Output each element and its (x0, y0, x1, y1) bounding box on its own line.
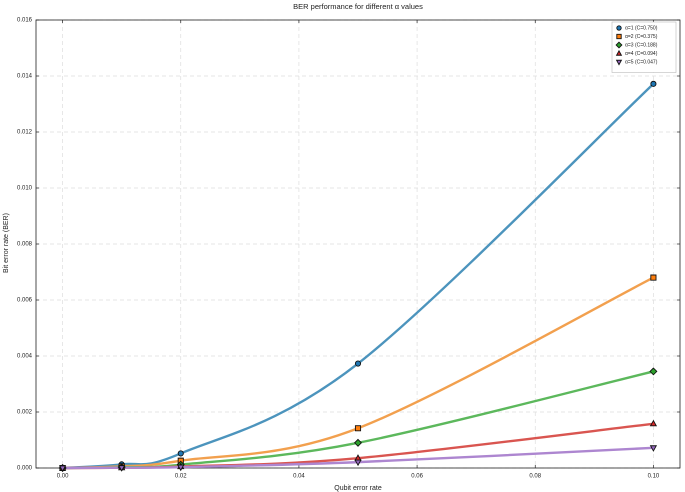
marker (354, 425, 362, 432)
y-tick-label: 0.014 (17, 74, 33, 80)
series-line (62, 370, 654, 470)
legend-box (611, 21, 677, 73)
marker (615, 49, 623, 56)
legend-label: α=4 (C=0.094) (625, 51, 658, 57)
x-tick-label: 0.02 (175, 474, 187, 480)
y-tick-label: 0.012 (17, 130, 33, 136)
marker (615, 41, 623, 49)
y-tick-label: 0.006 (17, 298, 33, 304)
marker (650, 274, 657, 281)
x-tick-label: 0.06 (411, 474, 423, 480)
marker (649, 445, 658, 452)
x-tick-label: 0.00 (57, 474, 69, 480)
marker (649, 367, 658, 376)
series-line (62, 82, 655, 470)
marker (353, 438, 363, 447)
marker (354, 459, 362, 467)
marker (177, 464, 185, 472)
plot-frame (35, 19, 681, 469)
y-tick-label: 0.008 (17, 242, 33, 248)
y-tick-label: 0.000 (17, 466, 33, 472)
marker (616, 25, 622, 31)
x-tick-label: 0.08 (529, 474, 541, 480)
marker (649, 419, 658, 427)
legend-label: α=2 (C=0.375) (625, 34, 658, 40)
legend-label: α=5 (C=0.047) (625, 59, 658, 65)
marker (177, 450, 184, 457)
y-tick-label: 0.010 (17, 186, 33, 192)
y-tick-label: 0.002 (17, 410, 33, 416)
y-tick-label: 0.016 (17, 18, 33, 24)
y-axis-label: Bit error rate (BER) (3, 213, 10, 273)
x-tick-label: 0.04 (293, 474, 305, 480)
marker (616, 33, 622, 40)
marker (118, 465, 126, 472)
marker (58, 465, 67, 473)
legend-label: α=1 (C=0.750) (625, 25, 658, 31)
marker (650, 80, 657, 87)
marker (354, 360, 362, 367)
x-axis-label: Qubit error rate (334, 485, 382, 492)
chart-title: BER performance for different α values (293, 2, 423, 11)
marker (615, 59, 623, 66)
y-tick-label: 0.004 (17, 354, 33, 360)
x-tick-label: 0.10 (648, 474, 660, 480)
legend-label: α=3 (C=0.188) (625, 42, 658, 48)
